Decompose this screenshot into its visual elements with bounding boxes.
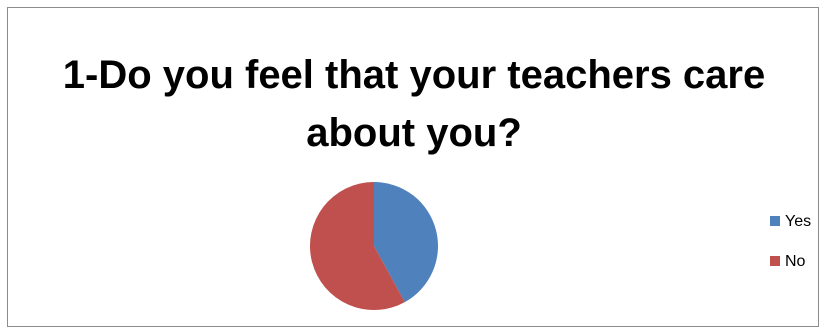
chart-title: 1-Do you feel that your teachers care ab…	[62, 53, 766, 155]
legend-item-no: No	[770, 252, 805, 272]
legend-item-yes: Yes	[770, 212, 811, 232]
pie-chart	[309, 182, 438, 310]
legend-swatch-no	[770, 256, 780, 266]
legend-label-yes: Yes	[785, 213, 812, 230]
pie-slice-yes	[374, 182, 438, 303]
pie-slices	[309, 182, 438, 310]
legend-label-no: No	[785, 253, 806, 270]
legend-swatch-yes	[770, 216, 780, 226]
pie-slice-no	[309, 182, 405, 310]
chart-area: 1-Do you feel that your teachers care ab…	[7, 7, 819, 327]
